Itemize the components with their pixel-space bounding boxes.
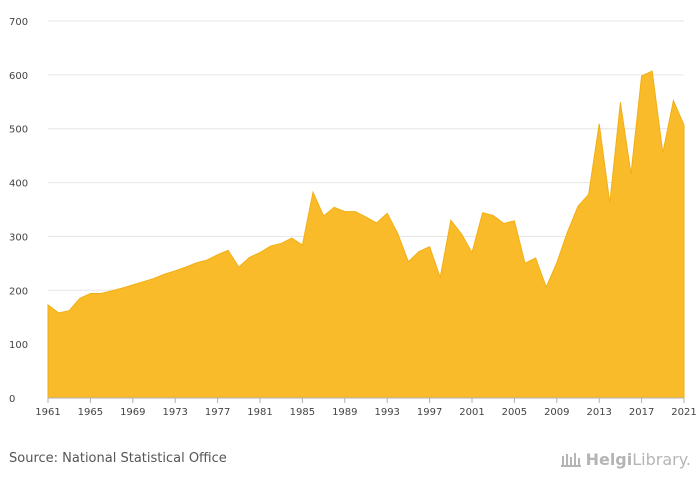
y-tick-label: 500: [9, 125, 28, 136]
x-tick-label: 2017: [629, 407, 654, 418]
x-tick-label: 1993: [374, 407, 399, 418]
x-tick-label: 1985: [290, 407, 315, 418]
y-tick-label: 700: [9, 17, 28, 28]
y-tick-label: 200: [9, 286, 28, 297]
y-tick-label: 300: [9, 232, 28, 243]
library-columns-icon: [560, 453, 581, 467]
x-tick-label: 2009: [544, 407, 569, 418]
y-tick-label: 600: [9, 71, 28, 82]
x-tick-label: 1965: [78, 407, 103, 418]
x-tick-label: 1997: [417, 407, 442, 418]
y-axis: 0 100 200 300 400 500 600 700: [9, 17, 28, 405]
helgi-library-logo[interactable]: Helgi Library.: [560, 447, 691, 471]
y-tick-label: 100: [9, 340, 28, 351]
x-tick-label: 1973: [162, 407, 187, 418]
x-tick-label: 1977: [205, 407, 230, 418]
logo-text-bold: Helgi: [585, 449, 633, 469]
x-axis: 1961 1965 1969 1973 1977 1981 1985 1989 1993 1997…: [35, 398, 697, 418]
x-tick-label: 2021: [671, 407, 696, 418]
x-tick-label: 2005: [502, 407, 527, 418]
area-series: [47, 70, 685, 399]
x-tick-label: 1989: [332, 407, 357, 418]
x-tick-label: 2013: [586, 407, 611, 418]
y-tick-label: 400: [9, 179, 28, 190]
x-tick-label: 1961: [35, 407, 60, 418]
x-tick-label: 2001: [459, 407, 484, 418]
logo-text-regular: Library.: [632, 449, 691, 469]
source-note: Source: National Statistical Office: [9, 451, 227, 466]
x-tick-label: 1969: [120, 407, 145, 418]
y-tick-label: 0: [9, 394, 15, 405]
x-tick-label: 1981: [247, 407, 272, 418]
